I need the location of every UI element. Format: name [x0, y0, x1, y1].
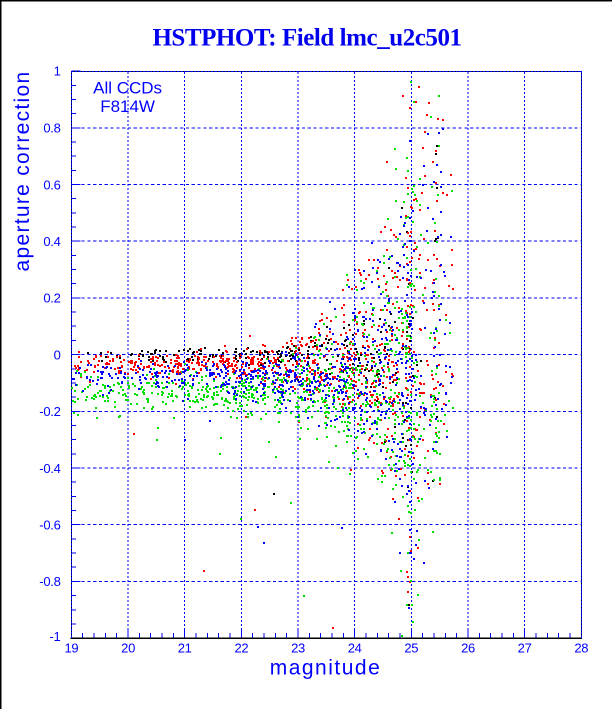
svg-text:1: 1: [54, 63, 61, 78]
svg-text:-1: -1: [50, 629, 61, 644]
svg-text:0.4: 0.4: [43, 234, 60, 249]
svg-text:26: 26: [461, 641, 475, 656]
svg-text:24: 24: [348, 641, 362, 656]
svg-text:25: 25: [404, 641, 418, 656]
svg-text:0: 0: [54, 347, 61, 362]
svg-text:20: 20: [121, 641, 135, 656]
svg-text:F814W: F814W: [100, 97, 155, 116]
svg-text:-0.6: -0.6: [39, 518, 60, 533]
svg-text:21: 21: [178, 641, 192, 656]
svg-text:-0.8: -0.8: [39, 574, 60, 589]
svg-text:19: 19: [64, 641, 78, 656]
svg-text:magnitude: magnitude: [270, 657, 382, 680]
svg-text:27: 27: [518, 641, 532, 656]
svg-text:28: 28: [574, 641, 588, 656]
svg-text:22: 22: [234, 641, 248, 656]
svg-text:0.8: 0.8: [43, 121, 60, 136]
svg-text:All CCDs: All CCDs: [93, 78, 162, 97]
svg-text:23: 23: [291, 641, 305, 656]
svg-text:HSTPHOT: Field lmc_u2c501: HSTPHOT: Field lmc_u2c501: [152, 25, 461, 52]
svg-text:-0.2: -0.2: [39, 404, 60, 419]
svg-text:aperture correction: aperture correction: [11, 71, 34, 272]
svg-text:0.2: 0.2: [43, 291, 60, 306]
svg-text:-0.4: -0.4: [39, 461, 60, 476]
svg-text:0.6: 0.6: [43, 177, 60, 192]
